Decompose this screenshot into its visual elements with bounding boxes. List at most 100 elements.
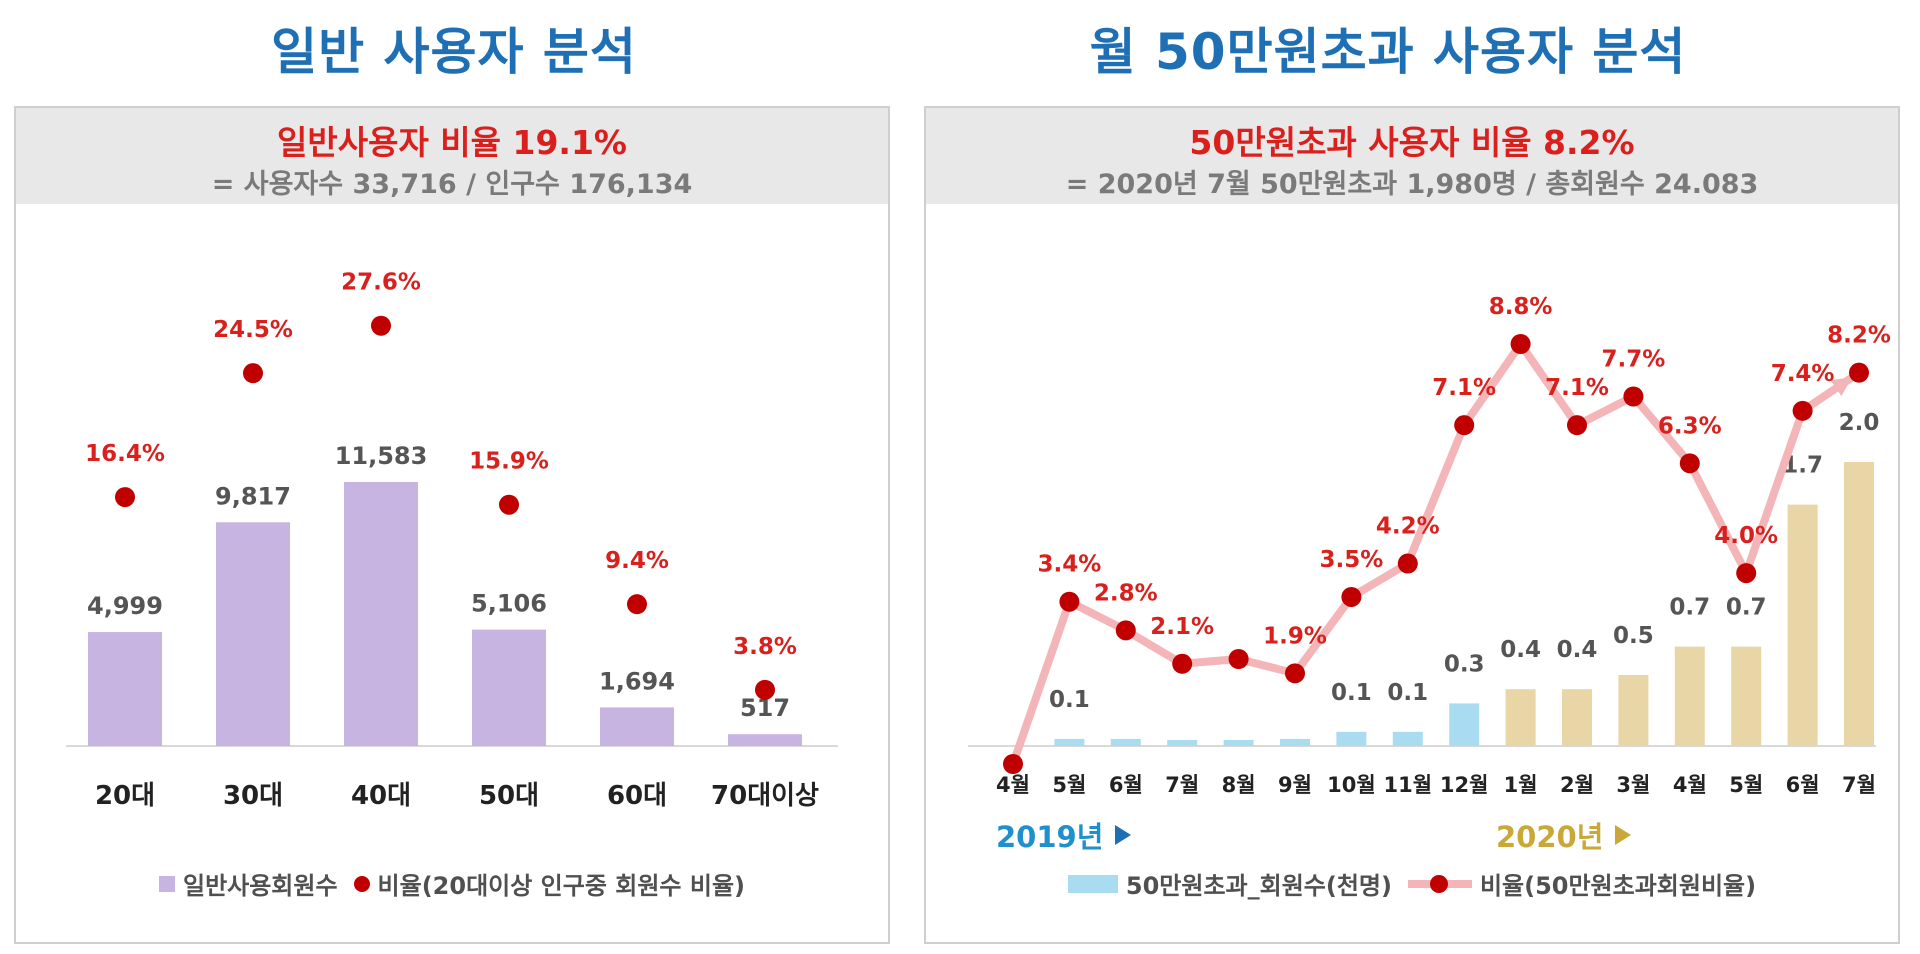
bar-1 [216, 522, 290, 746]
ratio-label: 8.2% [1827, 323, 1891, 349]
month-label: 3월 [1616, 773, 1650, 797]
year-2019-text: 2019년 [996, 820, 1104, 854]
ratio-label: 15.9% [469, 449, 549, 475]
ratio-dot-10 [1567, 415, 1587, 436]
month-label: 6월 [1786, 773, 1820, 797]
bar-value-label: 0.5 [1613, 623, 1654, 649]
year-2020-label: 2020년 [1496, 814, 1632, 856]
right-subline: = 2020년 7월 50만원초과 1,980명 / 총회원수 24.083 [1065, 169, 1759, 200]
bar-5 [728, 734, 802, 746]
category-label: 60대 [607, 781, 667, 811]
right-legend-line-label: 비율(50만원초과회원비율) [1479, 872, 1757, 900]
blue-bar-swatch [1067, 874, 1118, 893]
bar-9 [1505, 689, 1536, 746]
ratio-dot-1 [1059, 591, 1080, 612]
ratio-dot-5 [1285, 663, 1305, 684]
bar-6 [1336, 731, 1367, 746]
ratio-label: 1.9% [1263, 623, 1327, 649]
right-legend-line: 비율(50만원초과회원비율) [1407, 866, 1757, 901]
year-2020-text: 2020년 [1496, 820, 1604, 854]
ratio-dot-3 [499, 494, 519, 515]
month-label: 9월 [1278, 773, 1312, 797]
bar-1 [1054, 738, 1085, 746]
ratio-line [1009, 340, 1862, 766]
ratio-dot-2 [371, 315, 391, 336]
ratio-dot-15 [1849, 362, 1869, 383]
ratio-label: 4.0% [1714, 523, 1778, 549]
month-label: 2월 [1560, 773, 1594, 797]
ratio-label: 2.1% [1150, 614, 1214, 640]
ratio-dot-7 [1397, 553, 1418, 574]
bar-13 [1731, 646, 1762, 746]
ratio-dot-2 [1115, 620, 1136, 641]
bar-10 [1562, 689, 1592, 746]
bar-12 [1674, 646, 1705, 746]
ratio-dot-12 [1679, 453, 1700, 474]
bar-2 [344, 482, 418, 746]
ratio-dot-11 [1623, 386, 1644, 407]
month-label: 4월 [1673, 773, 1707, 797]
ratio-label: 6.3% [1658, 413, 1722, 439]
month-label: 12월 [1440, 773, 1489, 797]
bar-3 [1167, 740, 1198, 746]
bar-value-label: 9,817 [215, 482, 291, 510]
left-legend: 일반사용회원수 비율(20대이상 인구중 회원수 비율) [16, 866, 888, 901]
ratio-dot-8 [1454, 415, 1475, 436]
bar-value-label: 1,694 [599, 667, 675, 695]
ratio-dot-9 [1510, 334, 1531, 354]
month-label: 4월 [996, 773, 1030, 797]
bar-14 [1787, 504, 1818, 746]
right-panel-header: 50만원초과 사용자 비율 8.2% = 2020년 7월 50만원초과 1,9… [926, 108, 1898, 204]
bar-4 [1223, 740, 1254, 746]
month-label: 5월 [1052, 773, 1086, 797]
bar-value-label: 11,583 [335, 442, 428, 470]
left-panel-header: 일반사용자 비율 19.1% = 사용자수 33,716 / 인구수 176,1… [16, 108, 888, 204]
bar-8 [1449, 703, 1480, 746]
bar-4 [600, 707, 674, 746]
ratio-label: 24.5% [213, 317, 293, 343]
month-label: 11월 [1384, 773, 1433, 797]
ratio-dot-1 [243, 363, 263, 384]
ratio-label: 7.1% [1545, 375, 1609, 401]
line-arrowhead [1830, 377, 1853, 397]
ratio-label: 7.4% [1771, 361, 1835, 387]
bar-value-label: 0.1 [1049, 687, 1090, 713]
right-legend-bar-label: 50만원초과_회원수(천명) [1125, 872, 1392, 900]
left-chart-panel: 일반사용자 비율 19.1% = 사용자수 33,716 / 인구수 176,1… [14, 106, 890, 944]
right-legend: 50만원초과_회원수(천명) 비율(50만원초과회원비율) [926, 866, 1898, 901]
purple-bar-swatch [158, 875, 175, 892]
left-legend-bar: 일반사용회원수 [158, 866, 338, 901]
line-marker-swatch [1407, 874, 1472, 894]
ratio-label: 7.1% [1432, 375, 1496, 401]
month-label: 10월 [1327, 773, 1376, 797]
year-2019-label: 2019년 [996, 814, 1132, 856]
right-legend-bar: 50만원초과_회원수(천명) [1067, 866, 1392, 901]
category-label: 70대이상 [711, 781, 819, 811]
bar-value-label: 0.7 [1669, 595, 1710, 621]
left-legend-dot-label: 비율(20대이상 인구중 회원수 비율) [377, 872, 745, 900]
ratio-label: 7.7% [1602, 347, 1666, 373]
play-arrow-icon [1115, 825, 1132, 845]
ratio-dot-13 [1736, 563, 1757, 584]
category-label: 50대 [479, 781, 539, 811]
ratio-label: 2.8% [1094, 580, 1158, 606]
ratio-dot-0 [1003, 754, 1023, 774]
ratio-dot-3 [1172, 653, 1193, 674]
bar-value-label: 0.3 [1444, 651, 1485, 677]
bar-7 [1392, 731, 1423, 746]
right-headline: 50만원초과 사용자 비율 8.2% [1189, 123, 1635, 162]
red-dot-swatch [353, 875, 370, 892]
bar-0 [88, 632, 162, 746]
month-label: 7월 [1842, 773, 1876, 797]
ratio-label: 8.8% [1489, 294, 1553, 320]
ratio-label: 3.5% [1320, 547, 1384, 573]
left-legend-dot: 비율(20대이상 인구중 회원수 비율) [353, 866, 745, 901]
month-label: 5월 [1729, 773, 1763, 797]
ratio-label: 27.6% [341, 270, 421, 296]
bar-15 [1844, 462, 1874, 746]
right-chart-panel: 50만원초과 사용자 비율 8.2% = 2020년 7월 50만원초과 1,9… [924, 106, 1900, 944]
bar-value-label: 2.0 [1839, 410, 1880, 436]
bar-3 [472, 629, 546, 746]
ratio-dot-14 [1792, 400, 1813, 421]
bar-5 [1280, 738, 1310, 746]
